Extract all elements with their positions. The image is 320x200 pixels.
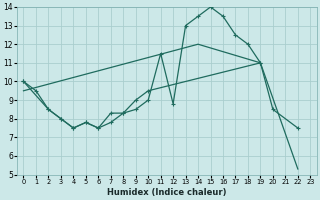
X-axis label: Humidex (Indice chaleur): Humidex (Indice chaleur) (107, 188, 227, 197)
